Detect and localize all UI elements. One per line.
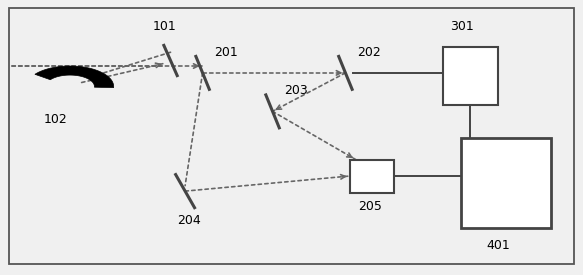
Text: 205: 205 xyxy=(358,200,381,213)
Text: 102: 102 xyxy=(44,113,67,126)
Bar xyxy=(443,47,498,104)
PathPatch shape xyxy=(35,66,114,88)
Text: 204: 204 xyxy=(178,214,201,227)
Text: 203: 203 xyxy=(285,84,308,97)
Text: 301: 301 xyxy=(451,20,474,33)
Bar xyxy=(461,138,551,228)
Text: 202: 202 xyxy=(357,46,381,59)
Text: 401: 401 xyxy=(487,239,510,252)
Bar xyxy=(350,160,394,192)
Text: 101: 101 xyxy=(153,20,176,33)
Text: 201: 201 xyxy=(215,46,238,59)
